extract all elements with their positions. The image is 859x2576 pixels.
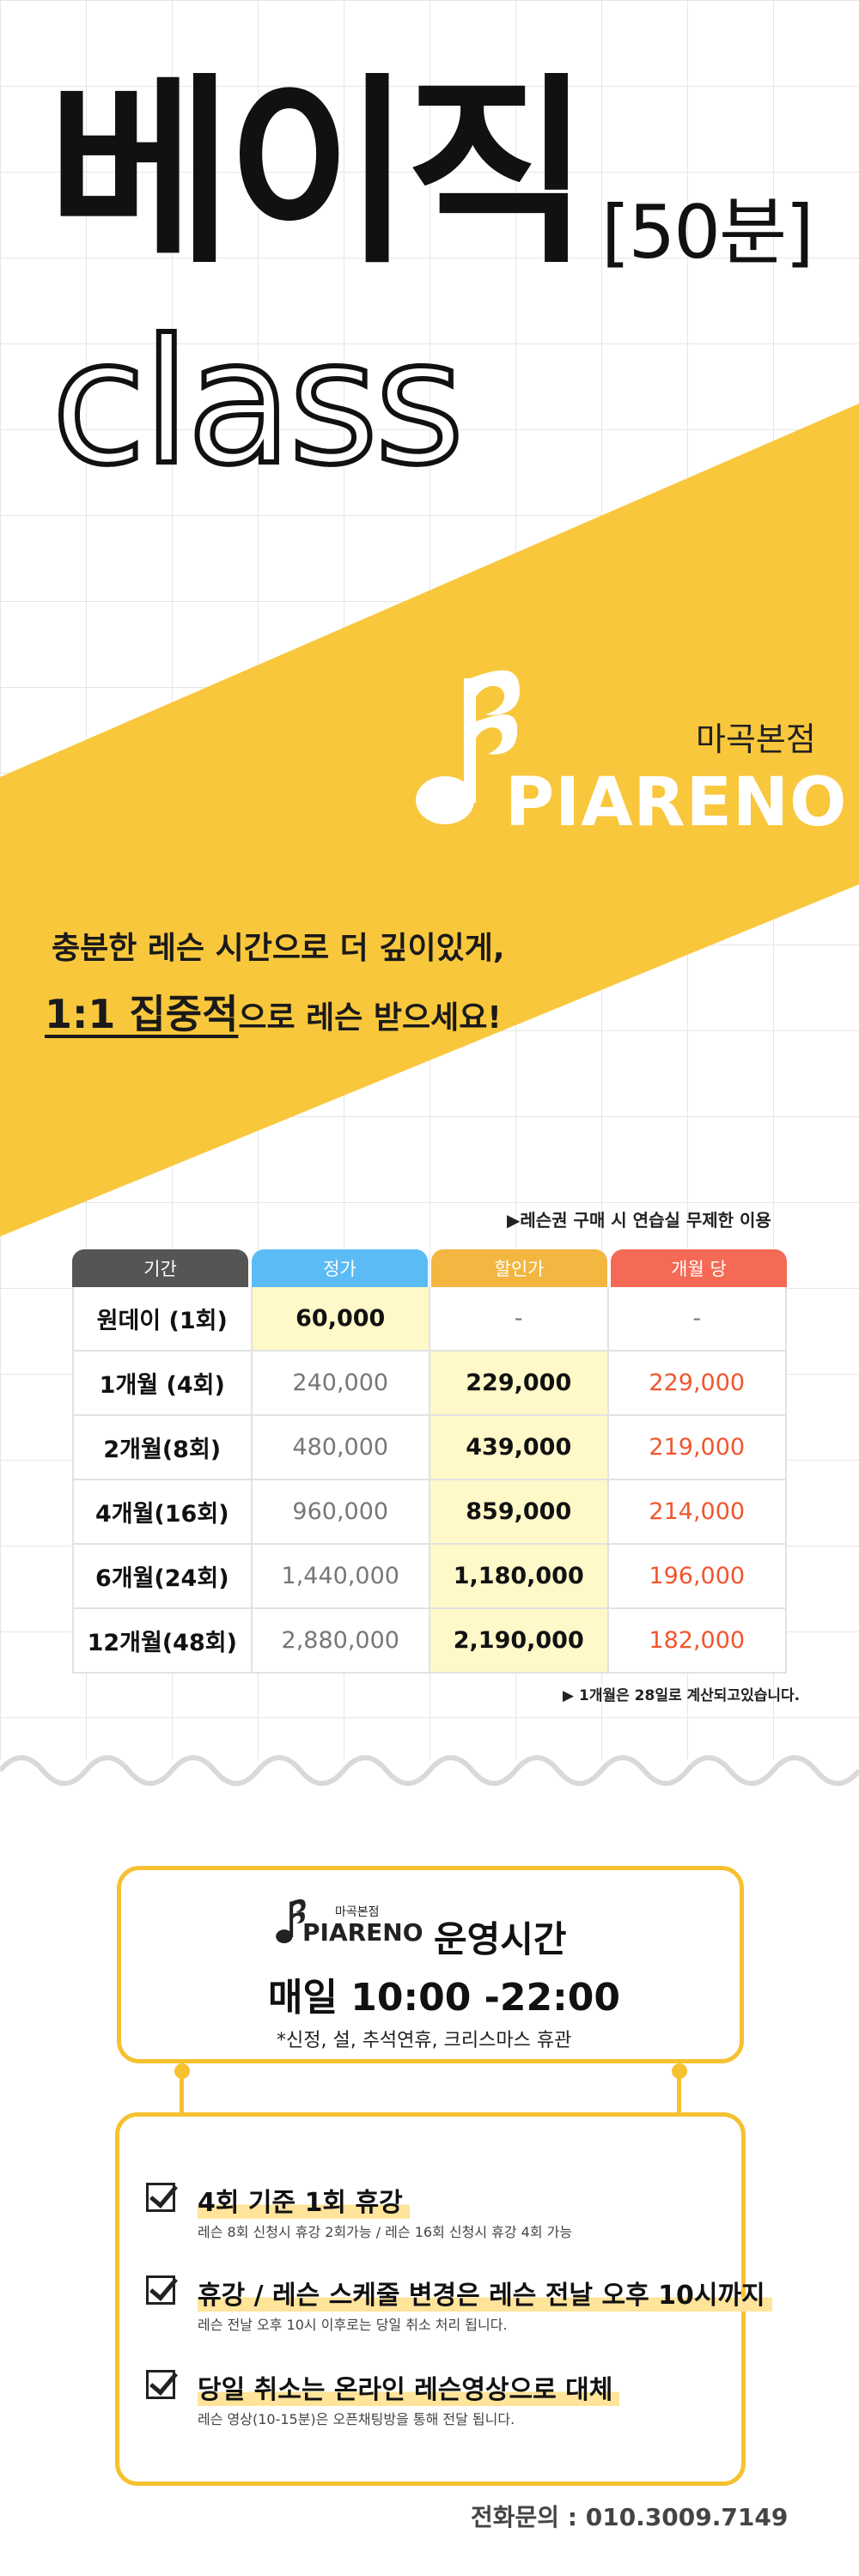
music-note-icon	[416, 670, 520, 824]
header-discount-price: 할인가	[431, 1249, 607, 1287]
rule-title: 당일 취소는 온라인 레슨영상으로 대체	[198, 2368, 620, 2406]
monthly-price-cell: 214,000	[649, 1498, 746, 1525]
discount-price-cell: 1,180,000	[430, 1545, 609, 1607]
monthly-price-cell: 229,000	[649, 1370, 746, 1396]
checkbox-icon	[146, 2275, 175, 2305]
discount-price-cell: 2,190,000	[430, 1609, 609, 1672]
table-row: 12개월(48회) 2,880,000 2,190,000 182,000	[74, 1609, 785, 1674]
regular-price-cell: 240,000	[253, 1352, 430, 1414]
discount-price-cell: -	[430, 1287, 609, 1350]
table-header: 기간 정가 할인가 개월 당	[72, 1249, 787, 1287]
discount-price-cell: 229,000	[430, 1352, 609, 1414]
table-row: 6개월(24회) 1,440,000 1,180,000 196,000	[74, 1545, 785, 1609]
connector-line	[180, 2065, 184, 2117]
header-period: 기간	[72, 1249, 248, 1287]
page-title: 베이직	[47, 57, 591, 291]
rule-description: 레슨 영상(10-15분)은 오픈채팅방을 통해 전달 됩니다.	[198, 2411, 515, 2427]
tagline-rest: 으로 레슨 받으세요!	[238, 1000, 502, 1036]
rule-title: 4회 기준 1회 휴강	[198, 2181, 410, 2219]
rule-title: 휴강 / 레슨 스케줄 변경은 레슨 전날 오후 10시까지	[198, 2274, 772, 2312]
regular-price-cell: 2,880,000	[253, 1609, 430, 1672]
monthly-price-cell: 219,000	[649, 1434, 746, 1461]
discount-price-cell: 439,000	[430, 1416, 609, 1479]
hours-branch-name: 마곡본점	[335, 1905, 380, 1919]
tagline-emphasis: 1:1 집중적	[45, 991, 239, 1037]
discount-price-cell: 859,000	[430, 1480, 609, 1543]
monthly-price-cell: 196,000	[649, 1563, 746, 1589]
rule-description: 레슨 8회 신청시 휴강 2회가능 / 레슨 16회 신청시 휴강 4회 가능	[198, 2224, 573, 2240]
month-calculation-note: ▶ 1개월은 28일로 계산되고있습니다.	[563, 1687, 801, 1704]
operating-hours-box	[117, 1866, 744, 2063]
branch-name: 마곡본점	[696, 720, 816, 758]
operating-hours-title: 운영시간	[434, 1918, 567, 1960]
period-cell: 원데이 (1회)	[74, 1287, 253, 1350]
regular-price-cell: 60,000	[252, 1287, 430, 1350]
music-note-icon	[276, 1899, 306, 1944]
regular-price-cell: 480,000	[253, 1416, 430, 1479]
operating-hours-time: 매일 10:00 -22:00	[268, 1976, 620, 2020]
rule-description: 레슨 전날 오후 10시 이후로는 당일 취소 처리 됩니다.	[198, 2317, 508, 2333]
table-row: 4개월(16회) 960,000 859,000 214,000	[74, 1480, 785, 1545]
monthly-price-cell: 182,000	[649, 1627, 746, 1654]
phone-contact[interactable]: 전화문의 : 010.3009.7149	[471, 2503, 789, 2531]
practice-room-note: ▶레슨권 구매 시 연습실 무제한 이용	[507, 1210, 771, 1230]
table-row: 원데이 (1회) 60,000 - -	[74, 1287, 785, 1352]
checkbox-icon	[146, 2370, 175, 2399]
duration-label: [50분]	[601, 190, 814, 276]
tagline-line2: 1:1 집중적으로 레슨 받으세요!	[45, 983, 502, 1040]
wave-divider	[0, 1747, 859, 1803]
checkbox-icon	[146, 2183, 175, 2212]
period-cell: 2개월(8회)	[74, 1416, 253, 1479]
regular-price-cell: 1,440,000	[253, 1545, 430, 1607]
header-monthly-price: 개월 당	[611, 1249, 787, 1287]
connector-line	[677, 2065, 681, 2117]
regular-price-cell: 960,000	[253, 1480, 430, 1543]
tagline-line1: 충분한 레슨 시간으로 더 깊이있게,	[52, 931, 505, 966]
table-body: 원데이 (1회) 60,000 - - 1개월 (4회) 240,000 229…	[72, 1287, 787, 1674]
holiday-note: *신정, 설, 추석연휴, 크리스마스 휴관	[277, 2030, 572, 2051]
header-regular-price: 정가	[252, 1249, 428, 1287]
period-cell: 4개월(16회)	[74, 1480, 253, 1543]
brand-logo-text: PIARENO	[505, 764, 848, 841]
hours-brand-logo-text: PIARENO	[302, 1918, 423, 1947]
monthly-price-cell: -	[692, 1305, 702, 1332]
table-row: 1개월 (4회) 240,000 229,000 229,000	[74, 1352, 785, 1416]
period-cell: 6개월(24회)	[74, 1545, 253, 1607]
period-cell: 12개월(48회)	[74, 1609, 253, 1672]
class-label: class	[49, 303, 466, 503]
table-row: 2개월(8회) 480,000 439,000 219,000	[74, 1416, 785, 1480]
price-table: 기간 정가 할인가 개월 당 원데이 (1회) 60,000 - - 1개월 (…	[72, 1249, 787, 1674]
period-cell: 1개월 (4회)	[74, 1352, 253, 1414]
